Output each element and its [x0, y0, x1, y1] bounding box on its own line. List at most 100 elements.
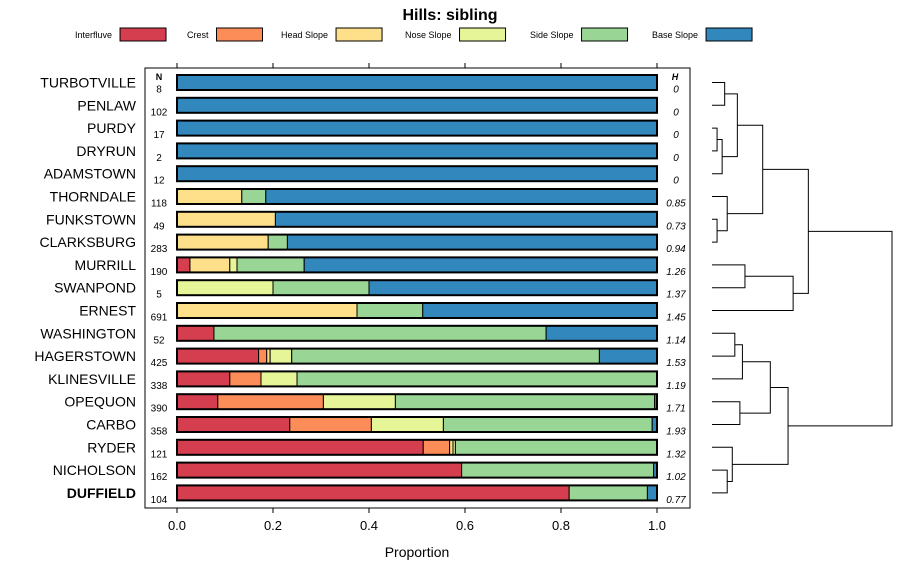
- bar-row: CLARKSBURG 283 0.94: [40, 233, 686, 255]
- bar-segment: [442, 416, 653, 433]
- bar-segment: [176, 439, 424, 456]
- legend-label: Crest: [187, 30, 209, 40]
- bar-row: NICHOLSON 162 1.02: [53, 461, 686, 483]
- bar-outline: [176, 96, 658, 114]
- n-value: 49: [153, 221, 165, 232]
- bar-row: FUNKSTOWN 49 0.73: [46, 210, 686, 232]
- category-label: MURRILL: [75, 257, 137, 273]
- dendrogram-link: [712, 469, 728, 494]
- category-label: TURBOTVILLE: [40, 75, 136, 91]
- bar-segment: [272, 279, 370, 296]
- bar-segment: [370, 416, 444, 433]
- plot-frame: [144, 67, 691, 509]
- x-axis: Proportion 0.0 0.2 0.4 0.6 0.8 1.0: [168, 63, 666, 560]
- bar-segment: [176, 97, 658, 114]
- bar-row: OPEQUON 390 1.71: [64, 393, 686, 415]
- bar-segment: [176, 74, 658, 91]
- bar-outline: [176, 165, 658, 183]
- legend-label: Nose Slope: [405, 30, 452, 40]
- category-label: HAGERSTOWN: [34, 348, 136, 364]
- dendrogram-link: [712, 401, 741, 425]
- h-value: 0.77: [666, 495, 686, 506]
- h-value: 0: [673, 130, 679, 141]
- n-value: 691: [151, 313, 168, 324]
- n-value: 12: [153, 176, 165, 187]
- n-value: 425: [151, 358, 168, 369]
- h-value: 0: [673, 176, 679, 187]
- bar-segment: [545, 325, 658, 342]
- h-value: 0: [673, 153, 679, 164]
- h-value: 0.85: [666, 199, 686, 210]
- bar-segment: [269, 348, 293, 365]
- x-tick-label: 0.0: [168, 518, 186, 533]
- bar-row: MURRILL 190 1.26: [75, 256, 686, 278]
- category-label: RYDER: [87, 439, 136, 455]
- bar-segment: [422, 302, 658, 319]
- bar-segment: [176, 256, 191, 273]
- bar-segment: [176, 165, 658, 182]
- bar-segment: [176, 416, 291, 433]
- n-value: 390: [151, 404, 168, 415]
- bar-segment: [189, 256, 231, 273]
- n-value: 121: [151, 449, 168, 460]
- dendrogram-link: [732, 386, 789, 465]
- bar-segment: [291, 348, 600, 365]
- category-label: FUNKSTOWN: [46, 211, 136, 227]
- n-value: 52: [153, 335, 165, 346]
- bar-outline: [176, 256, 658, 274]
- bar-segment: [422, 439, 451, 456]
- dendrogram-link: [712, 275, 794, 311]
- bar-segment: [368, 279, 658, 296]
- n-value: 338: [151, 381, 168, 392]
- h-value: 1.19: [666, 381, 686, 392]
- bar-outline: [176, 210, 658, 228]
- n-value: 162: [151, 472, 168, 483]
- bar-outline: [176, 302, 658, 319]
- bar-segment: [267, 234, 288, 251]
- bar-segment: [266, 348, 271, 365]
- bar-segment: [356, 302, 424, 319]
- bar-outline: [176, 74, 658, 91]
- chart-title: Hills: sibling: [402, 7, 497, 24]
- bar-segment: [303, 256, 658, 273]
- h-value: 1.45: [666, 313, 686, 324]
- bar-row: PURDY 17 0: [87, 119, 679, 141]
- n-value: 2: [156, 153, 162, 164]
- bar-segment: [289, 416, 372, 433]
- category-label: CLARKSBURG: [40, 234, 136, 250]
- bar-row: RYDER 121 1.32: [87, 438, 686, 460]
- category-label: NICHOLSON: [53, 462, 136, 478]
- bar-segment: [176, 279, 274, 296]
- h-column-header: H: [672, 72, 679, 82]
- x-tick-label: 0.6: [456, 518, 474, 533]
- bar-outline: [176, 324, 658, 342]
- bar-outline: [176, 233, 658, 251]
- dendrogram-link: [712, 218, 718, 243]
- h-value: 0: [673, 107, 679, 118]
- x-tick-label: 0.4: [360, 518, 378, 533]
- n-column-header: N: [156, 72, 163, 82]
- category-label: THORNDALE: [50, 189, 136, 205]
- bar-segment: [394, 393, 656, 410]
- bar-row: THORNDALE 118 0.85: [50, 188, 686, 210]
- bar-segment: [176, 348, 260, 365]
- bar-segment: [176, 484, 570, 501]
- category-label: PENLAW: [77, 97, 136, 113]
- bar-row: HAGERSTOWN 425 1.53: [34, 347, 686, 369]
- bar-row: TURBOTVILLE 8 0: [40, 74, 679, 96]
- dendrogram-link: [712, 196, 728, 232]
- bar-segment: [217, 393, 324, 410]
- bar-segment: [213, 325, 547, 342]
- n-value: 8: [156, 85, 162, 96]
- dendrogram-link: [788, 230, 893, 427]
- category-label: WASHINGTON: [40, 325, 136, 341]
- bar-segment: [236, 256, 305, 273]
- bar-segment: [461, 462, 655, 479]
- bar-row: WASHINGTON 52 1.14: [40, 324, 686, 346]
- bar-segment: [241, 188, 267, 205]
- bar-segment: [286, 234, 658, 251]
- h-value: 0.94: [666, 244, 686, 255]
- bar-outline: [176, 347, 658, 365]
